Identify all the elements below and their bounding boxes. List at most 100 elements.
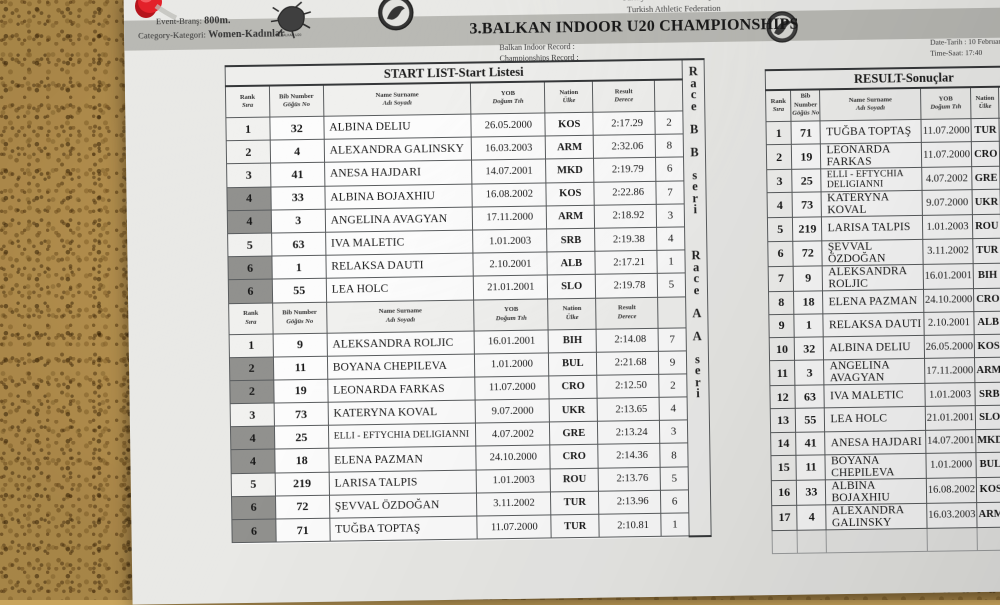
cell-nation: ALB xyxy=(974,311,1000,335)
cell-yob: 4.07.2002 xyxy=(476,422,550,446)
cell-yob: 1.01.2003 xyxy=(473,229,547,253)
cell-name: BOYANA CHEPILEVA xyxy=(327,354,475,379)
cell-rank: 3 xyxy=(227,163,271,187)
cell-nation: KOS xyxy=(976,477,1000,502)
cell-nation: SLO xyxy=(548,275,596,299)
cell-yob: 21.01.2001 xyxy=(925,406,975,430)
cell-bib: 32 xyxy=(270,116,324,140)
event-value: 800m. xyxy=(204,15,231,26)
cell-name: ALEXANDRA GALINSKY xyxy=(324,137,472,162)
cell-nation: GRE xyxy=(972,166,1000,190)
cell-lane: 2 xyxy=(659,374,687,398)
cell-bib: 18 xyxy=(794,290,823,314)
cell-lane: 3 xyxy=(656,204,684,228)
turkish-athletic-federation-logo-icon xyxy=(376,0,417,33)
cell-bib: 1 xyxy=(794,314,823,338)
cell-lane: 1 xyxy=(661,513,689,537)
column-header-lane xyxy=(654,79,682,111)
cell-result: 2:14.08 xyxy=(596,328,658,352)
cell-rank: 10 xyxy=(769,337,795,361)
cell-bib: 63 xyxy=(795,385,824,409)
date-label: Date-Tarih : xyxy=(930,37,966,47)
cell-name: RELAKSA DAUTI xyxy=(326,253,474,278)
cell-result: 2:22.86 xyxy=(594,181,656,205)
cell-bib: 33 xyxy=(797,480,827,505)
cell-result: 2:13.76 xyxy=(598,467,660,491)
cell-nation: UKR xyxy=(972,190,1000,215)
cell-nation: BUL xyxy=(976,452,1000,477)
cell-result: 2:32.06 xyxy=(593,135,655,159)
cell-nation: BUL xyxy=(549,352,597,376)
cell-result: 2:19.79 xyxy=(594,158,656,182)
cell-name: TUĞBA TOPTAŞ xyxy=(330,516,478,541)
cell-yob: 11.07.2000 xyxy=(921,119,971,143)
cell-yob: 9.07.2000 xyxy=(476,399,550,423)
cell-bib: 41 xyxy=(270,163,324,187)
cell-bib: 19 xyxy=(792,144,822,169)
cell-bib: 219 xyxy=(793,217,822,241)
cell-bib: 18 xyxy=(275,449,329,473)
cell-name: RELAKSA DAUTI xyxy=(823,312,924,337)
cell-name: ANESA HAJDARI xyxy=(324,160,472,185)
cell-bib: 73 xyxy=(792,192,822,217)
cell-rank: 5 xyxy=(231,473,275,497)
cell-yob: 26.05.2000 xyxy=(924,335,974,359)
cell-name: ELENA PAZMAN xyxy=(329,446,477,471)
cell-name: ALEKSANDRA ROLJIC xyxy=(327,331,475,356)
cell-name: ALBINA DELIU xyxy=(824,335,925,360)
cell-yob: 16.08.2002 xyxy=(472,183,546,207)
cell-result: 2:10.81 xyxy=(599,513,661,537)
cell-yob: 2.10.2001 xyxy=(473,252,547,276)
cell-nation: ARM xyxy=(545,135,593,159)
cell-bib: 219 xyxy=(275,472,329,496)
cell-name: LEA HOLC xyxy=(825,407,926,432)
cell-name: BOYANA CHEPILEVA xyxy=(825,453,926,479)
cell-yob: 16.03.2003 xyxy=(472,136,546,160)
cell-yob: 26.05.2000 xyxy=(471,113,545,137)
cell-bib: 41 xyxy=(796,431,825,455)
cell-result: 2:18.92 xyxy=(594,204,656,228)
cell-bib: 4 xyxy=(270,139,324,163)
cell-bib: 3 xyxy=(271,209,325,233)
cell-yob: 11.07.2000 xyxy=(921,142,972,168)
cell-lane: 8 xyxy=(660,443,688,467)
cell-result: 2:17.21 xyxy=(595,250,657,274)
cell-bib: 63 xyxy=(271,232,325,256)
cell-rank: 9 xyxy=(769,314,795,338)
cell-yob: 17.11.2000 xyxy=(924,358,975,384)
table-row-empty xyxy=(772,526,1000,553)
date-value: 10 February 2 xyxy=(968,37,1000,47)
cell-nation: CRO xyxy=(974,288,1000,312)
cell-bib: 72 xyxy=(275,495,329,519)
cell-bib: 55 xyxy=(796,408,825,432)
cell-nation: MKD xyxy=(976,429,1000,453)
cell-rank: 15 xyxy=(771,455,797,480)
cell-rank: 2 xyxy=(229,357,273,381)
column-header-lane xyxy=(658,296,686,327)
cell-lane: 9 xyxy=(658,351,686,375)
cell-rank: 4 xyxy=(227,210,271,234)
